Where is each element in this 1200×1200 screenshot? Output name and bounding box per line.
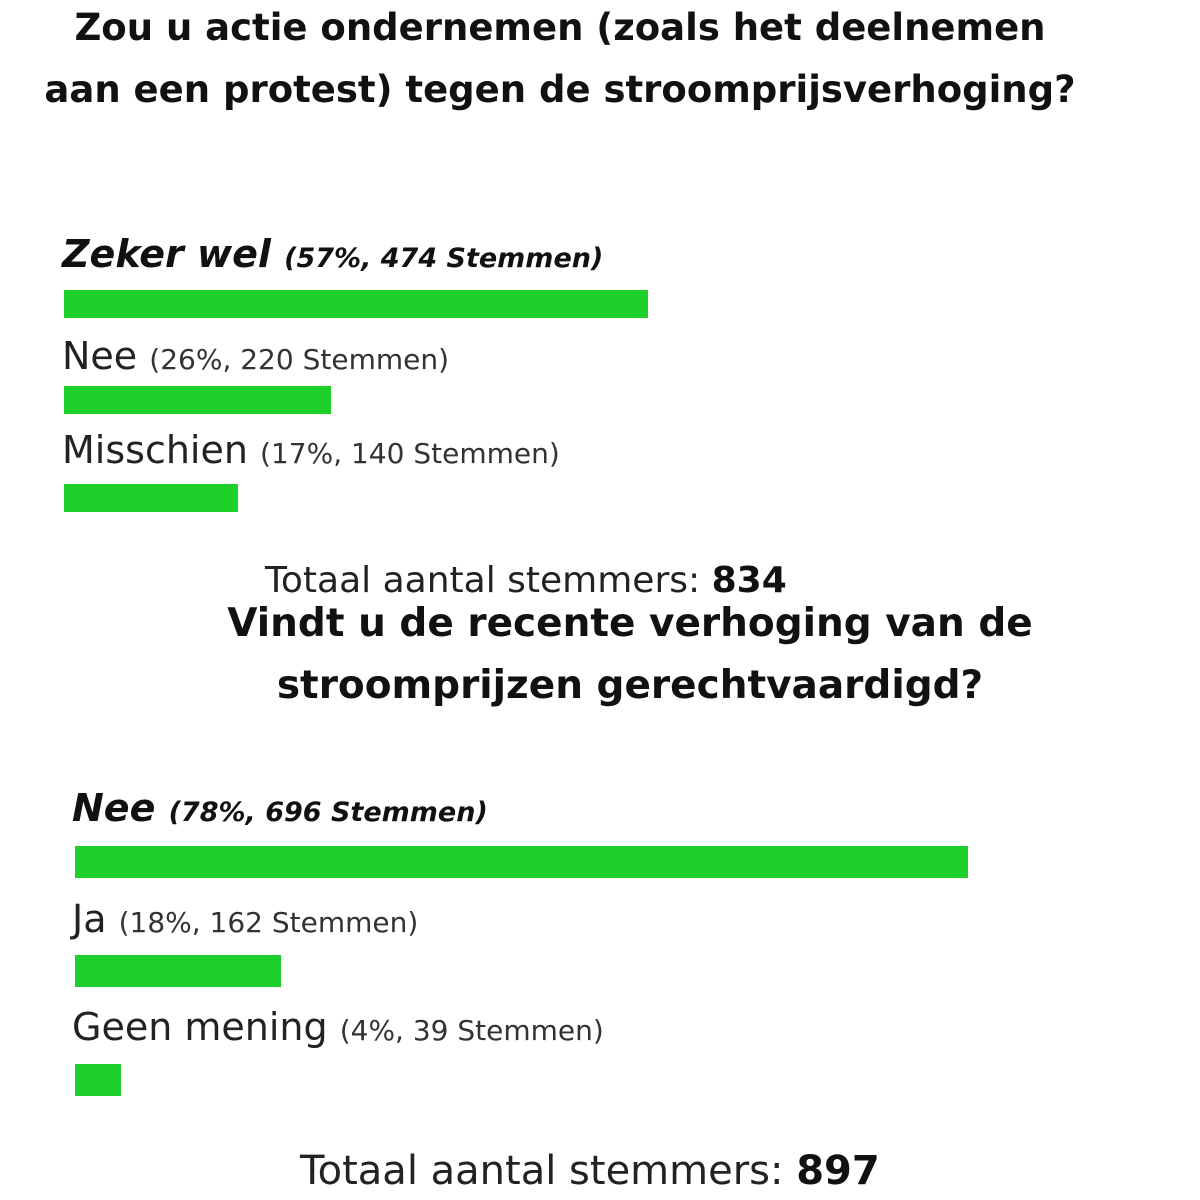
- option-name: Ja: [72, 897, 107, 941]
- total-count: 897: [796, 1148, 880, 1194]
- total-count: 834: [711, 560, 787, 601]
- option-label: Nee (26%, 220 Stemmen): [62, 334, 449, 382]
- option-label: Misschien (17%, 140 Stemmen): [62, 428, 560, 476]
- total-voters: Totaal aantal stemmers: 834: [265, 560, 787, 601]
- option-result: (26%, 220 Stemmen): [149, 343, 450, 376]
- poll-question: Zou u actie ondernemen (zoals het deelne…: [44, 6, 1076, 111]
- poll-question: Vindt u de recente verhoging van de stro…: [227, 601, 1033, 708]
- result-bar: [64, 386, 331, 414]
- option-label: Ja (18%, 162 Stemmen): [72, 897, 418, 945]
- option-name: Nee: [62, 334, 138, 378]
- total-voters: Totaal aantal stemmers: 897: [300, 1148, 880, 1194]
- result-bar: [75, 1064, 121, 1096]
- option-name: Zeker wel: [62, 232, 271, 276]
- option-result: (4%, 39 Stemmen): [339, 1014, 604, 1047]
- option-label-leading: Nee (78%, 696 Stemmen): [72, 786, 488, 835]
- option-name: Nee: [72, 786, 156, 830]
- result-bar: [75, 955, 281, 987]
- option-name: Misschien: [62, 428, 248, 472]
- total-label: Totaal aantal stemmers:: [265, 560, 701, 601]
- result-bar: [64, 484, 238, 512]
- option-result: (78%, 696 Stemmen): [168, 797, 488, 828]
- option-result: (18%, 162 Stemmen): [118, 906, 419, 939]
- option-result: (57%, 474 Stemmen): [284, 243, 604, 274]
- total-label: Totaal aantal stemmers:: [300, 1148, 784, 1194]
- option-name: Geen mening: [72, 1005, 328, 1049]
- option-result: (17%, 140 Stemmen): [260, 437, 560, 470]
- result-bar: [75, 846, 968, 878]
- result-bar: [64, 290, 648, 318]
- option-label: Geen mening (4%, 39 Stemmen): [72, 1005, 604, 1053]
- option-label-leading: Zeker wel (57%, 474 Stemmen): [62, 232, 603, 281]
